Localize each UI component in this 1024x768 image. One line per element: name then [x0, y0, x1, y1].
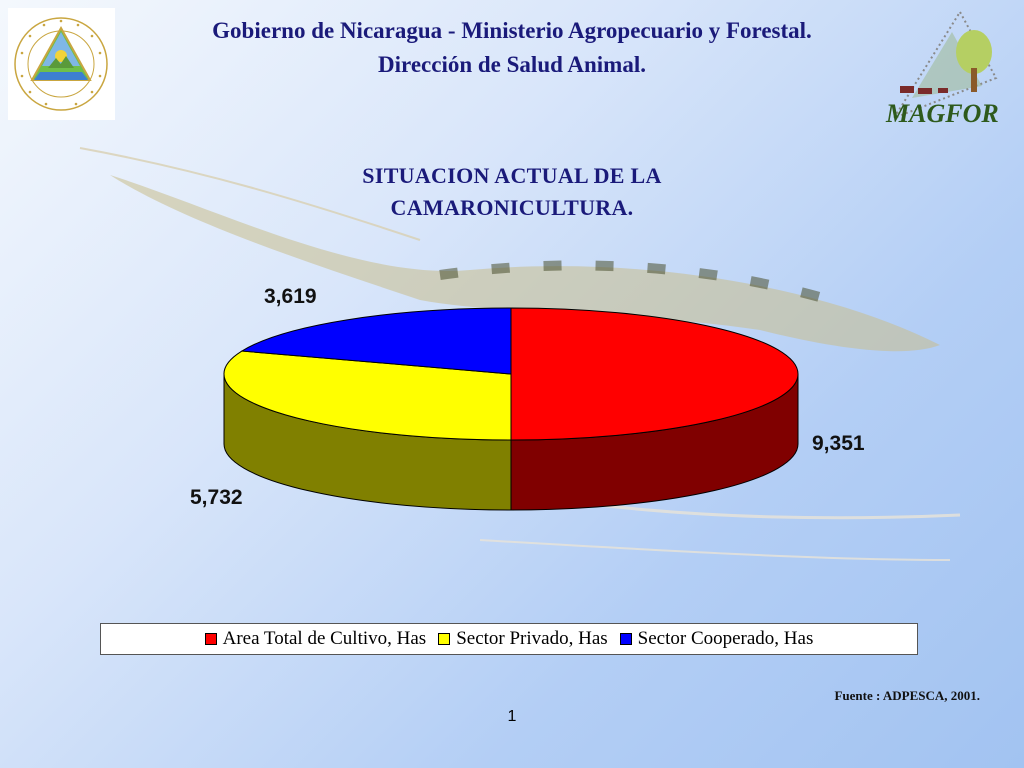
legend-swatch-red: [204, 633, 217, 645]
magfor-icon: MAGFOR: [885, 10, 999, 128]
chart-title: SITUACION ACTUAL DE LA CAMARONICULTURA.: [262, 160, 762, 224]
legend-label-area-total: Area Total de Cultivo, Has: [222, 628, 427, 649]
source-note: Fuente : ADPESCA, 2001.: [834, 688, 980, 703]
data-label-sector-cooperado: 3,619: [264, 285, 317, 308]
page-number: 1: [507, 708, 517, 725]
page-header: Gobierno de Nicaragua - Ministerio Agrop…: [130, 14, 894, 82]
coat-of-arms-icon: [14, 17, 108, 111]
pie-slice-area-total-de-cultivo-has: [510, 307, 799, 441]
legend-swatch-blue: [619, 633, 632, 645]
legend-item-area-total: Area Total de Cultivo, Has: [204, 628, 427, 650]
legend-label-sector-cooperado: Sector Cooperado, Has: [637, 628, 814, 649]
legend-swatch-yellow: [438, 633, 451, 645]
pie-slice-sector-privado-has: [223, 350, 512, 441]
legend-label-sector-privado: Sector Privado, Has: [456, 628, 608, 649]
pie-slice-sector-cooperado-has: [240, 307, 512, 375]
magfor-logo: MAGFOR: [882, 8, 999, 132]
legend-item-sector-privado: Sector Privado, Has: [438, 628, 608, 650]
chart-title-line-2: CAMARONICULTURA.: [390, 195, 634, 220]
header-line-2: Dirección de Salud Animal.: [378, 52, 646, 77]
data-label-sector-privado: 5,732: [190, 486, 243, 509]
chart-title-line-1: SITUACION ACTUAL DE LA: [362, 163, 662, 188]
chart-legend: Area Total de Cultivo, Has Sector Privad…: [100, 623, 918, 655]
magfor-logo-text: MAGFOR: [885, 99, 998, 128]
header-line-1: Gobierno de Nicaragua - Ministerio Agrop…: [212, 18, 812, 43]
data-label-area-total: 9,351: [812, 432, 865, 455]
coat-of-arms-logo: [8, 8, 115, 120]
legend-item-sector-cooperado: Sector Cooperado, Has: [619, 628, 814, 650]
